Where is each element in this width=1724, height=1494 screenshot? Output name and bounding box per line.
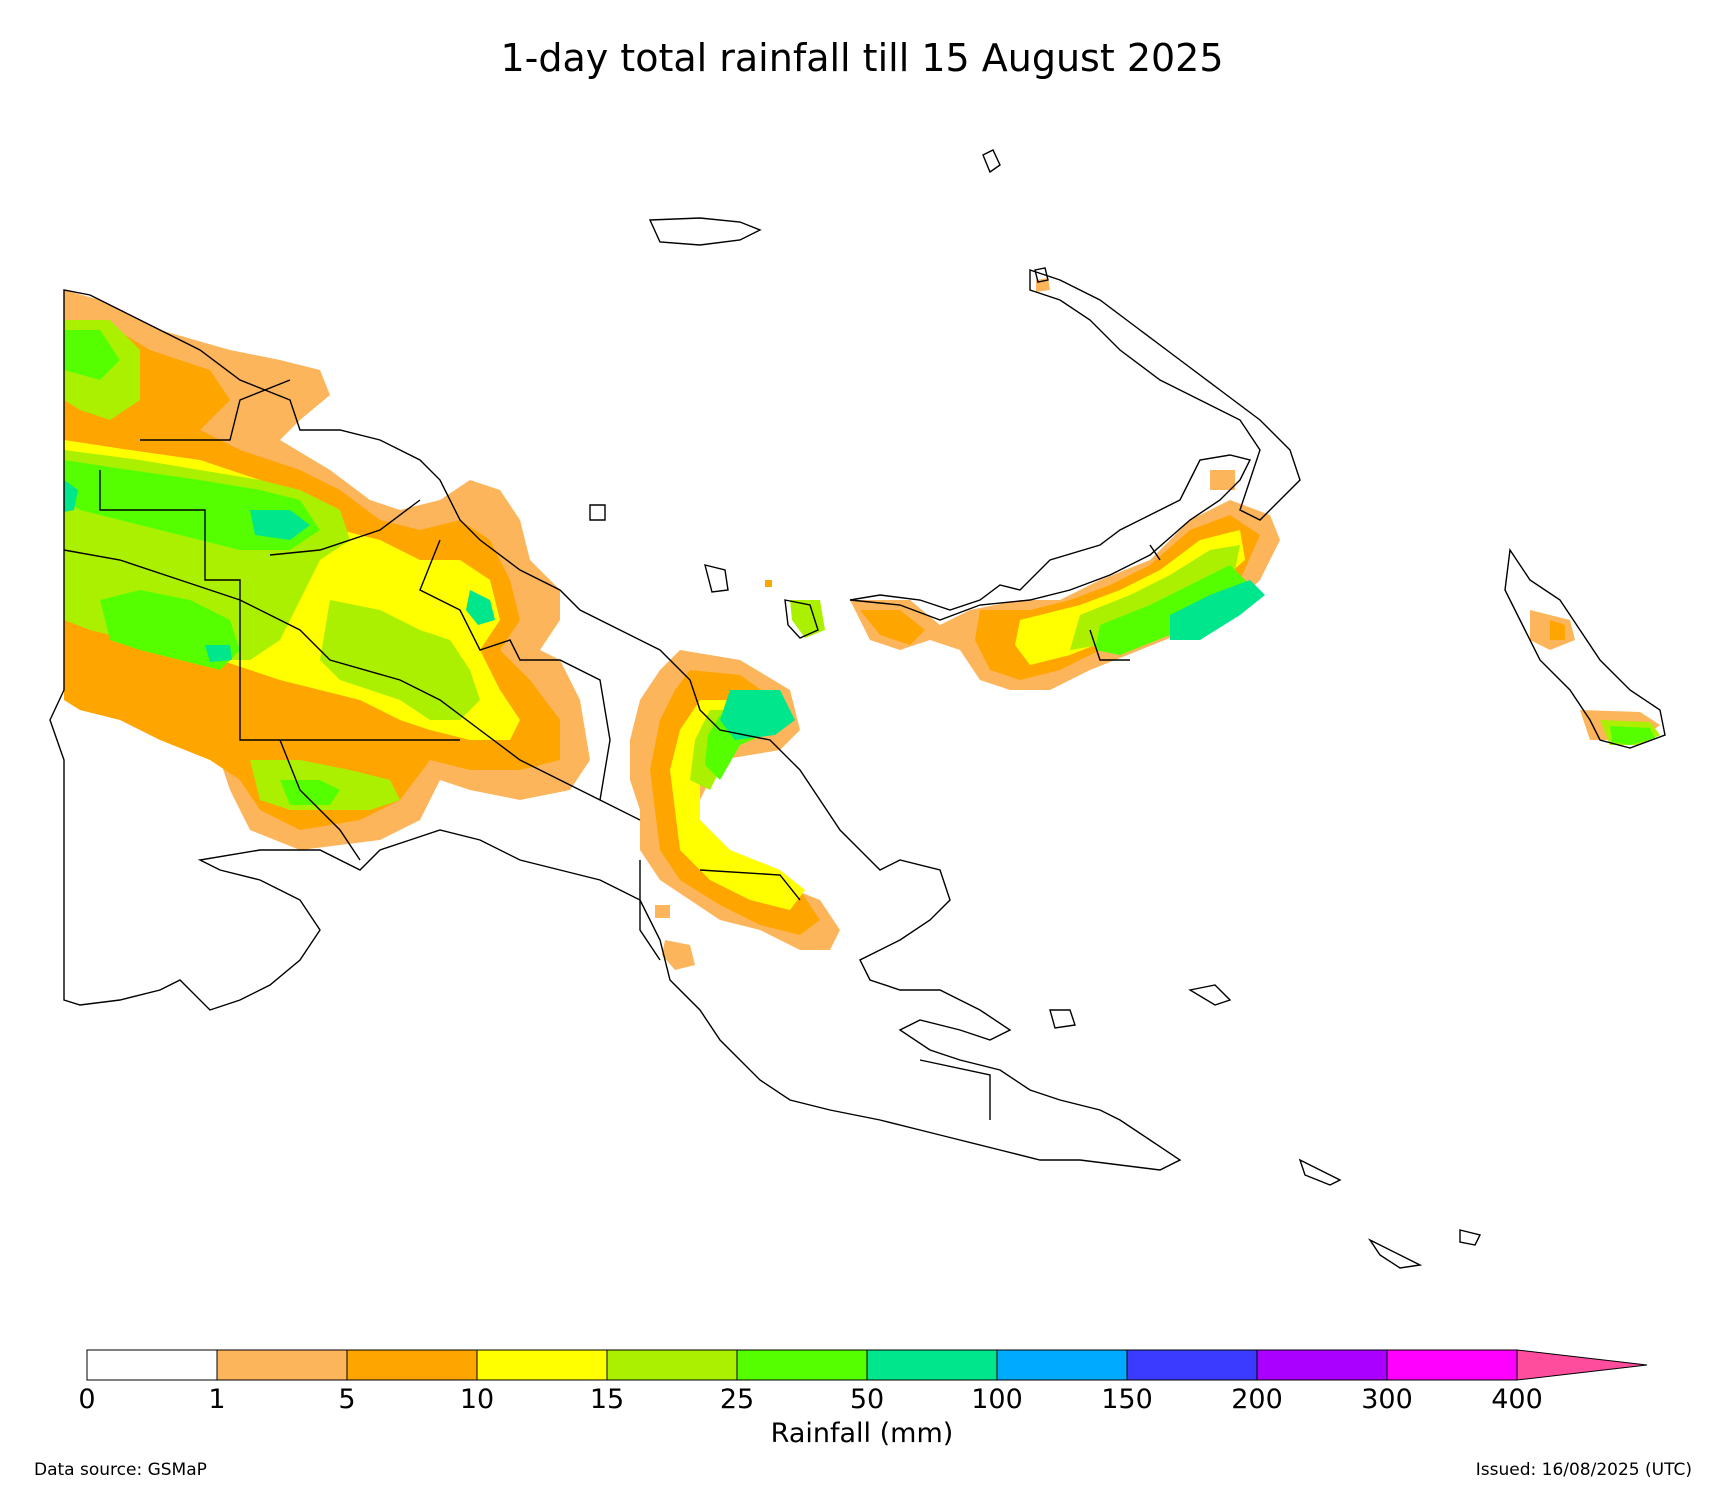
colorbar-tick-label: 10 — [459, 1384, 495, 1415]
colorbar-tick-label: 150 — [1101, 1384, 1153, 1415]
coastlines — [49, 149, 1666, 1269]
colorbar-tick-label: 1 — [208, 1384, 226, 1415]
colorbar-segment-25-50 — [736, 1349, 868, 1381]
colorbar-tick-label: 15 — [589, 1384, 625, 1415]
colorbar-tick-label: 25 — [719, 1384, 755, 1415]
colorbar-segment-1-5 — [216, 1349, 348, 1381]
issued-date-note: Issued: 16/08/2025 (UTC) — [1475, 1460, 1692, 1480]
colorbar-tick-labels: 0 1 5 10 15 25 50 100 150 200 300 400 — [0, 1384, 1724, 1424]
colorbar-segment-100-150 — [996, 1349, 1128, 1381]
colorbar-tick-label: 100 — [971, 1384, 1023, 1415]
rainfall-west — [64, 290, 590, 850]
colorbar-segment-300-400 — [1386, 1349, 1518, 1381]
colorbar-segment-15-25 — [606, 1349, 738, 1381]
colorbar-label: Rainfall (mm) — [770, 1418, 954, 1449]
rainfall-central — [630, 650, 840, 970]
rainfall-newbritain — [850, 278, 1280, 690]
colorbar-segment-200-300 — [1256, 1349, 1388, 1381]
colorbar-segment-150-200 — [1126, 1349, 1258, 1381]
colorbar-segment-0-1 — [86, 1349, 218, 1381]
colorbar-segment-5-10 — [346, 1349, 478, 1381]
colorbar-tick-label: 200 — [1231, 1384, 1283, 1415]
data-source-note: Data source: GSMaP — [34, 1460, 207, 1480]
colorbar-tick-label: 5 — [338, 1384, 356, 1415]
colorbar — [86, 1349, 1648, 1381]
colorbar-tick-label: 300 — [1361, 1384, 1413, 1415]
colorbar-segment-50-100 — [866, 1349, 998, 1381]
colorbar-tick-label: 400 — [1491, 1384, 1543, 1415]
rainfall-bougainville — [765, 580, 1660, 745]
colorbar-segment-10-15 — [476, 1349, 608, 1381]
map-title: 1-day total rainfall till 15 August 2025 — [500, 36, 1224, 80]
colorbar-tick-label: 50 — [849, 1384, 885, 1415]
colorbar-tick-label: 0 — [78, 1384, 96, 1415]
colorbar-extend-arrow — [1516, 1349, 1648, 1381]
